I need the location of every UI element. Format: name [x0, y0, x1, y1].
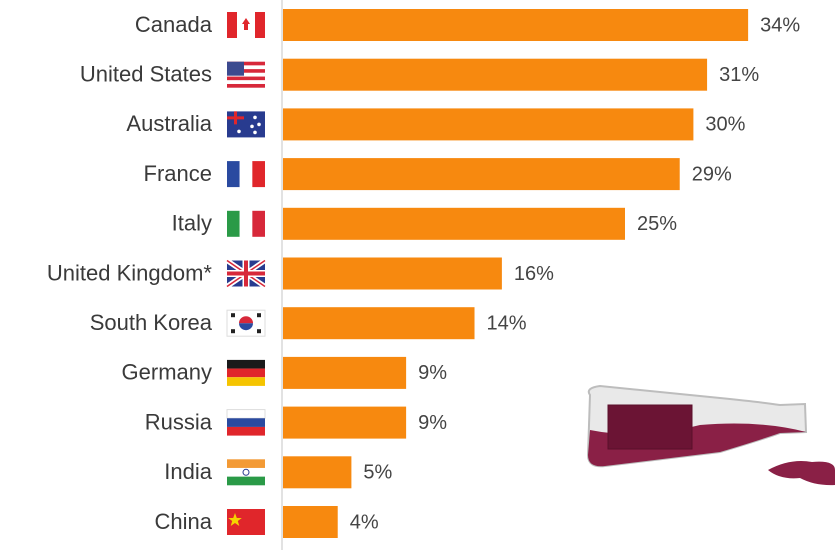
- category-label: Canada: [135, 12, 213, 37]
- bar: [283, 356, 407, 389]
- wine-spill: [768, 461, 835, 486]
- flag-part: [239, 323, 253, 331]
- flag-part: [242, 468, 250, 476]
- flag-part: [237, 129, 241, 134]
- bar: [283, 58, 708, 91]
- flag-part: [242, 18, 250, 30]
- flag-part: [228, 513, 242, 526]
- bar: [283, 207, 625, 240]
- category-label: France: [144, 161, 212, 186]
- flag-icon: [227, 459, 265, 486]
- flag-part: [227, 69, 265, 73]
- bar: [283, 9, 749, 41]
- flag-icon: [227, 61, 265, 88]
- flag-part: [227, 12, 237, 38]
- flag-part: [239, 210, 253, 237]
- flag-part: [227, 65, 265, 70]
- value-label: 9%: [418, 362, 447, 384]
- flag-part: [227, 467, 265, 477]
- flag-icon: [226, 309, 266, 337]
- bar: [283, 406, 407, 439]
- flag-part: [227, 161, 240, 188]
- flag-part: [252, 210, 265, 237]
- flag-part: [227, 377, 265, 386]
- value-label: 16%: [514, 263, 554, 285]
- flag-part: [239, 161, 253, 188]
- flag-part: [253, 130, 257, 135]
- flag-part: [227, 83, 265, 88]
- category-label: China: [155, 509, 213, 534]
- bar: [283, 456, 352, 489]
- flag-part: [227, 426, 265, 436]
- flag-part: [227, 210, 240, 237]
- value-label: 14%: [487, 312, 527, 334]
- value-label: 9%: [418, 412, 447, 434]
- flag-part: [257, 122, 261, 127]
- value-label: 31%: [719, 64, 759, 86]
- flag-part: [227, 459, 265, 468]
- flag-part: [227, 80, 265, 84]
- flag-part: [226, 409, 266, 419]
- flag-part: [227, 61, 244, 76]
- flag-part: [227, 418, 265, 427]
- flag-icon: [227, 210, 265, 237]
- value-label: 25%: [637, 213, 677, 235]
- flag-icon: [227, 111, 265, 138]
- bar: [283, 506, 338, 538]
- category-label: South Korea: [90, 310, 213, 335]
- flag-part: [227, 260, 265, 287]
- flag-part: [257, 329, 261, 334]
- flag-part: [227, 111, 244, 125]
- category-label: United Kingdom*: [47, 260, 213, 285]
- flag-icon: [227, 161, 265, 188]
- flag-part: [253, 115, 257, 120]
- bar: [283, 257, 502, 290]
- flag-part: [227, 61, 265, 66]
- value-label: 4%: [350, 511, 379, 533]
- flag-part: [227, 359, 265, 369]
- category-label: Russia: [145, 409, 213, 434]
- flag-part: [227, 476, 265, 486]
- flag-part: [239, 316, 253, 324]
- wine-bottle-illustration: [586, 384, 835, 486]
- flag-part: [227, 72, 265, 77]
- flag-icon: [227, 12, 265, 38]
- bar: [283, 108, 694, 141]
- flag-icon: [227, 509, 265, 535]
- flag-part: [250, 124, 254, 129]
- bar: [283, 158, 680, 191]
- flag-part: [231, 329, 235, 334]
- bottle-label: [607, 404, 693, 450]
- value-label: 5%: [363, 462, 392, 484]
- flag-part: [252, 161, 265, 188]
- flag-part: [255, 12, 265, 38]
- flag-part: [231, 313, 235, 318]
- flag-part: [227, 368, 265, 378]
- category-label: Australia: [126, 111, 212, 136]
- flag-icon: [227, 359, 265, 386]
- flag-icon: [225, 258, 267, 289]
- value-label: 30%: [705, 114, 745, 136]
- category-label: India: [164, 459, 212, 484]
- category-label: Germany: [122, 360, 212, 385]
- bar: [283, 307, 475, 340]
- value-label: 34%: [760, 14, 800, 36]
- flag-icon: [226, 409, 266, 436]
- category-label: United States: [80, 62, 212, 87]
- category-label: Italy: [172, 211, 212, 236]
- flag-part: [257, 313, 261, 318]
- flag-part: [227, 76, 265, 81]
- value-label: 29%: [692, 163, 732, 185]
